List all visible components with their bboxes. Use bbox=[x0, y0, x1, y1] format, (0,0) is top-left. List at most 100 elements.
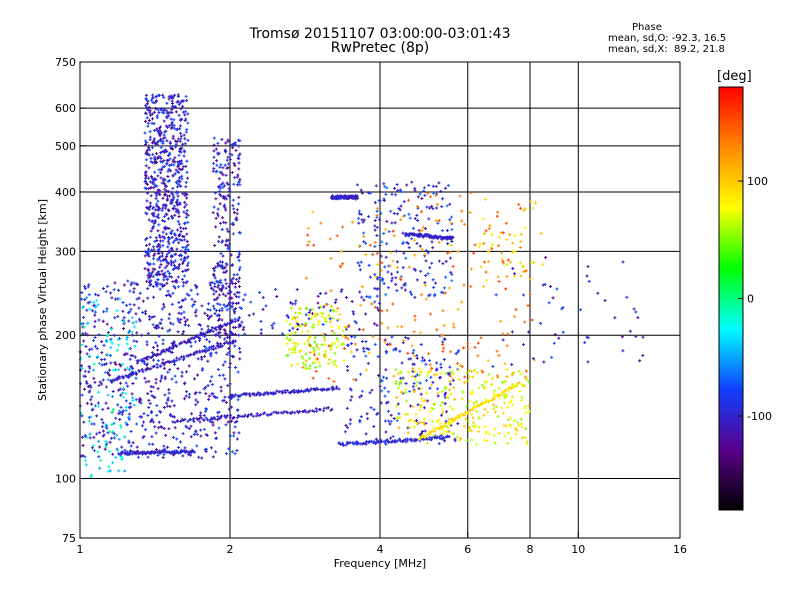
data-point bbox=[145, 357, 149, 361]
data-point bbox=[214, 334, 218, 338]
data-point bbox=[218, 260, 222, 264]
data-point bbox=[519, 274, 523, 278]
data-point bbox=[104, 290, 108, 294]
data-point bbox=[527, 404, 531, 408]
data-point bbox=[142, 434, 146, 438]
data-point bbox=[112, 421, 116, 425]
data-point bbox=[352, 354, 356, 358]
data-point bbox=[418, 331, 422, 335]
data-point bbox=[179, 134, 183, 138]
data-point bbox=[335, 234, 339, 238]
data-point bbox=[132, 372, 136, 376]
data-point bbox=[141, 311, 145, 315]
data-point bbox=[175, 198, 179, 202]
data-point bbox=[439, 189, 443, 193]
data-point bbox=[296, 327, 300, 331]
data-point bbox=[585, 335, 589, 339]
data-point bbox=[218, 165, 222, 169]
data-point bbox=[118, 418, 122, 422]
data-point bbox=[156, 282, 160, 286]
data-point bbox=[382, 375, 386, 379]
data-point bbox=[482, 413, 486, 417]
data-point bbox=[303, 408, 307, 412]
data-point bbox=[484, 270, 488, 274]
data-point bbox=[164, 212, 168, 216]
data-point bbox=[437, 241, 441, 245]
data-point bbox=[130, 452, 134, 456]
data-point bbox=[237, 276, 241, 280]
data-point bbox=[97, 404, 101, 408]
data-point bbox=[217, 317, 221, 321]
data-point bbox=[182, 235, 186, 239]
data-point bbox=[295, 322, 299, 326]
data-point bbox=[215, 163, 219, 167]
data-point bbox=[110, 395, 114, 399]
data-point bbox=[486, 410, 490, 414]
data-point bbox=[183, 381, 187, 385]
data-point bbox=[301, 365, 305, 369]
data-point bbox=[314, 407, 318, 411]
data-point bbox=[275, 389, 279, 393]
y-tick-label: 75 bbox=[62, 532, 76, 545]
data-point bbox=[179, 305, 183, 309]
data-point bbox=[641, 335, 645, 339]
data-point bbox=[492, 397, 496, 401]
data-point bbox=[341, 329, 345, 333]
data-point bbox=[151, 284, 155, 288]
data-point bbox=[151, 385, 155, 389]
data-point bbox=[293, 348, 297, 352]
data-point bbox=[380, 379, 384, 383]
data-point bbox=[181, 454, 185, 458]
data-point bbox=[145, 340, 149, 344]
data-point bbox=[96, 293, 100, 297]
data-point bbox=[235, 175, 239, 179]
data-point bbox=[129, 444, 133, 448]
data-point bbox=[477, 429, 481, 433]
data-point bbox=[449, 221, 453, 225]
data-point bbox=[195, 444, 199, 448]
x-tick-label: 2 bbox=[227, 543, 234, 556]
data-point bbox=[223, 341, 227, 345]
data-point bbox=[539, 232, 543, 236]
data-point bbox=[179, 230, 183, 234]
data-point bbox=[399, 204, 403, 208]
data-point bbox=[229, 397, 233, 401]
data-point bbox=[177, 300, 181, 304]
data-point bbox=[101, 378, 105, 382]
data-point bbox=[424, 297, 428, 301]
data-point bbox=[107, 465, 111, 469]
data-point bbox=[413, 238, 417, 242]
data-point bbox=[259, 393, 263, 397]
data-point bbox=[430, 366, 434, 370]
data-point bbox=[413, 187, 417, 191]
data-point bbox=[501, 332, 505, 336]
data-point bbox=[201, 331, 205, 335]
data-point bbox=[270, 412, 274, 416]
data-point bbox=[85, 381, 89, 385]
data-point bbox=[324, 303, 328, 307]
data-point bbox=[139, 451, 143, 455]
data-point bbox=[235, 273, 239, 277]
data-point bbox=[90, 402, 94, 406]
data-point bbox=[328, 237, 332, 241]
data-point bbox=[413, 369, 417, 373]
data-point bbox=[106, 393, 110, 397]
data-point bbox=[395, 404, 399, 408]
data-point bbox=[468, 375, 472, 379]
data-point bbox=[126, 279, 130, 283]
data-point bbox=[156, 248, 160, 252]
data-point bbox=[350, 335, 354, 339]
data-point bbox=[177, 263, 181, 267]
data-point bbox=[164, 189, 168, 193]
data-point bbox=[383, 386, 387, 390]
data-point bbox=[423, 398, 427, 402]
data-point bbox=[110, 423, 114, 427]
data-point bbox=[160, 254, 164, 258]
data-point bbox=[153, 170, 157, 174]
data-point bbox=[392, 234, 396, 238]
data-point bbox=[419, 387, 423, 391]
data-point bbox=[398, 349, 402, 353]
x-axis-label: Frequency [MHz] bbox=[334, 557, 426, 570]
data-point bbox=[230, 296, 234, 300]
data-point bbox=[376, 262, 380, 266]
